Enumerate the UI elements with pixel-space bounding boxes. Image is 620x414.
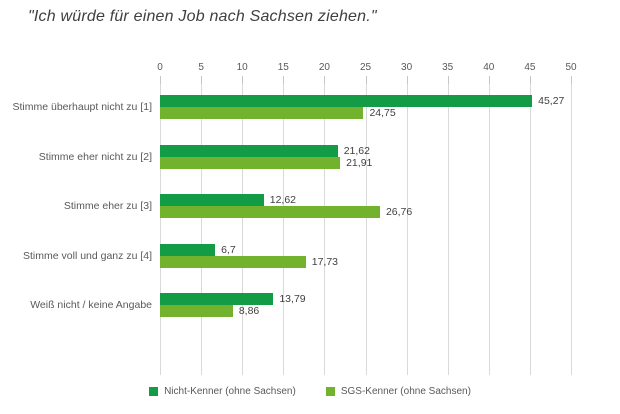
x-tick-label: 0 — [157, 62, 163, 73]
x-tickmark — [447, 76, 449, 84]
x-tick-label: 5 — [198, 62, 204, 73]
x-tickmark — [160, 76, 161, 84]
bar — [160, 107, 364, 119]
x-gridline — [406, 84, 408, 375]
bar — [160, 95, 533, 107]
bar — [160, 156, 341, 169]
x-tickmark — [365, 76, 367, 84]
x-gridline — [283, 84, 285, 375]
legend: Nicht-Kenner (ohne Sachsen) SGS-Kenner (o… — [0, 386, 620, 397]
x-tickmark — [201, 76, 203, 84]
legend-item: Nicht-Kenner (ohne Sachsen) — [149, 386, 296, 397]
bar — [160, 194, 264, 206]
value-label: 6,7 — [221, 243, 236, 256]
x-tick-label: 50 — [565, 62, 577, 73]
x-tick-label: 10 — [236, 62, 248, 73]
legend-swatch-icon — [149, 387, 159, 396]
value-label: 8,86 — [238, 305, 260, 317]
value-label: 26,76 — [385, 206, 413, 218]
legend-swatch-icon — [325, 387, 335, 396]
x-gridline — [365, 84, 367, 375]
legend-label: Nicht-Kenner (ohne Sachsen) — [164, 386, 296, 397]
x-tick-label: 20 — [318, 62, 330, 73]
value-label: 45,27 — [538, 95, 565, 107]
x-gridline — [160, 84, 161, 375]
category-label: Stimme eher zu [3] — [63, 200, 152, 212]
x-gridline — [242, 84, 244, 375]
x-tickmark — [488, 76, 490, 84]
x-gridline — [571, 84, 572, 375]
legend-label: SGS-Kenner (ohne Sachsen) — [340, 386, 471, 397]
x-tick-label: 15 — [277, 62, 289, 73]
category-label: Stimme voll und ganz zu [4] — [23, 249, 152, 262]
x-tick-label: 30 — [401, 62, 413, 73]
bar — [160, 206, 380, 218]
x-tick-label: 40 — [483, 62, 495, 73]
value-label: 24,75 — [369, 107, 396, 119]
x-gridline — [447, 84, 449, 375]
x-tickmark — [283, 76, 285, 84]
value-label: 17,73 — [311, 255, 339, 268]
x-tickmark — [571, 76, 572, 84]
x-tick-label: 35 — [442, 62, 454, 73]
bar — [160, 144, 338, 157]
chart-title: "Ich würde für einen Job nach Sachsen zi… — [28, 8, 377, 25]
bar — [160, 255, 306, 268]
x-tickmark — [242, 76, 244, 84]
category-label: Stimme eher nicht zu [2] — [38, 150, 152, 163]
x-gridline — [488, 84, 490, 375]
x-tick-label: 25 — [359, 62, 372, 73]
bar — [160, 243, 216, 256]
bar — [160, 305, 233, 317]
legend-item: SGS-Kenner (ohne Sachsen) — [325, 386, 471, 397]
x-tick-label: 45 — [524, 62, 536, 73]
value-label: 21,62 — [343, 144, 370, 157]
x-tickmark — [406, 76, 408, 84]
category-label: Stimme überhaupt nicht zu [1] — [12, 101, 153, 113]
x-gridline — [324, 84, 326, 375]
value-label: 12,62 — [269, 194, 297, 206]
x-tickmark — [529, 76, 531, 84]
category-label: Weiß nicht / keine Angabe — [30, 299, 152, 311]
x-gridline — [529, 84, 531, 375]
x-gridline — [201, 84, 203, 375]
bar — [160, 293, 274, 305]
x-tickmark — [324, 76, 326, 84]
value-label: 13,79 — [279, 293, 306, 305]
value-label: 21,91 — [346, 156, 373, 169]
